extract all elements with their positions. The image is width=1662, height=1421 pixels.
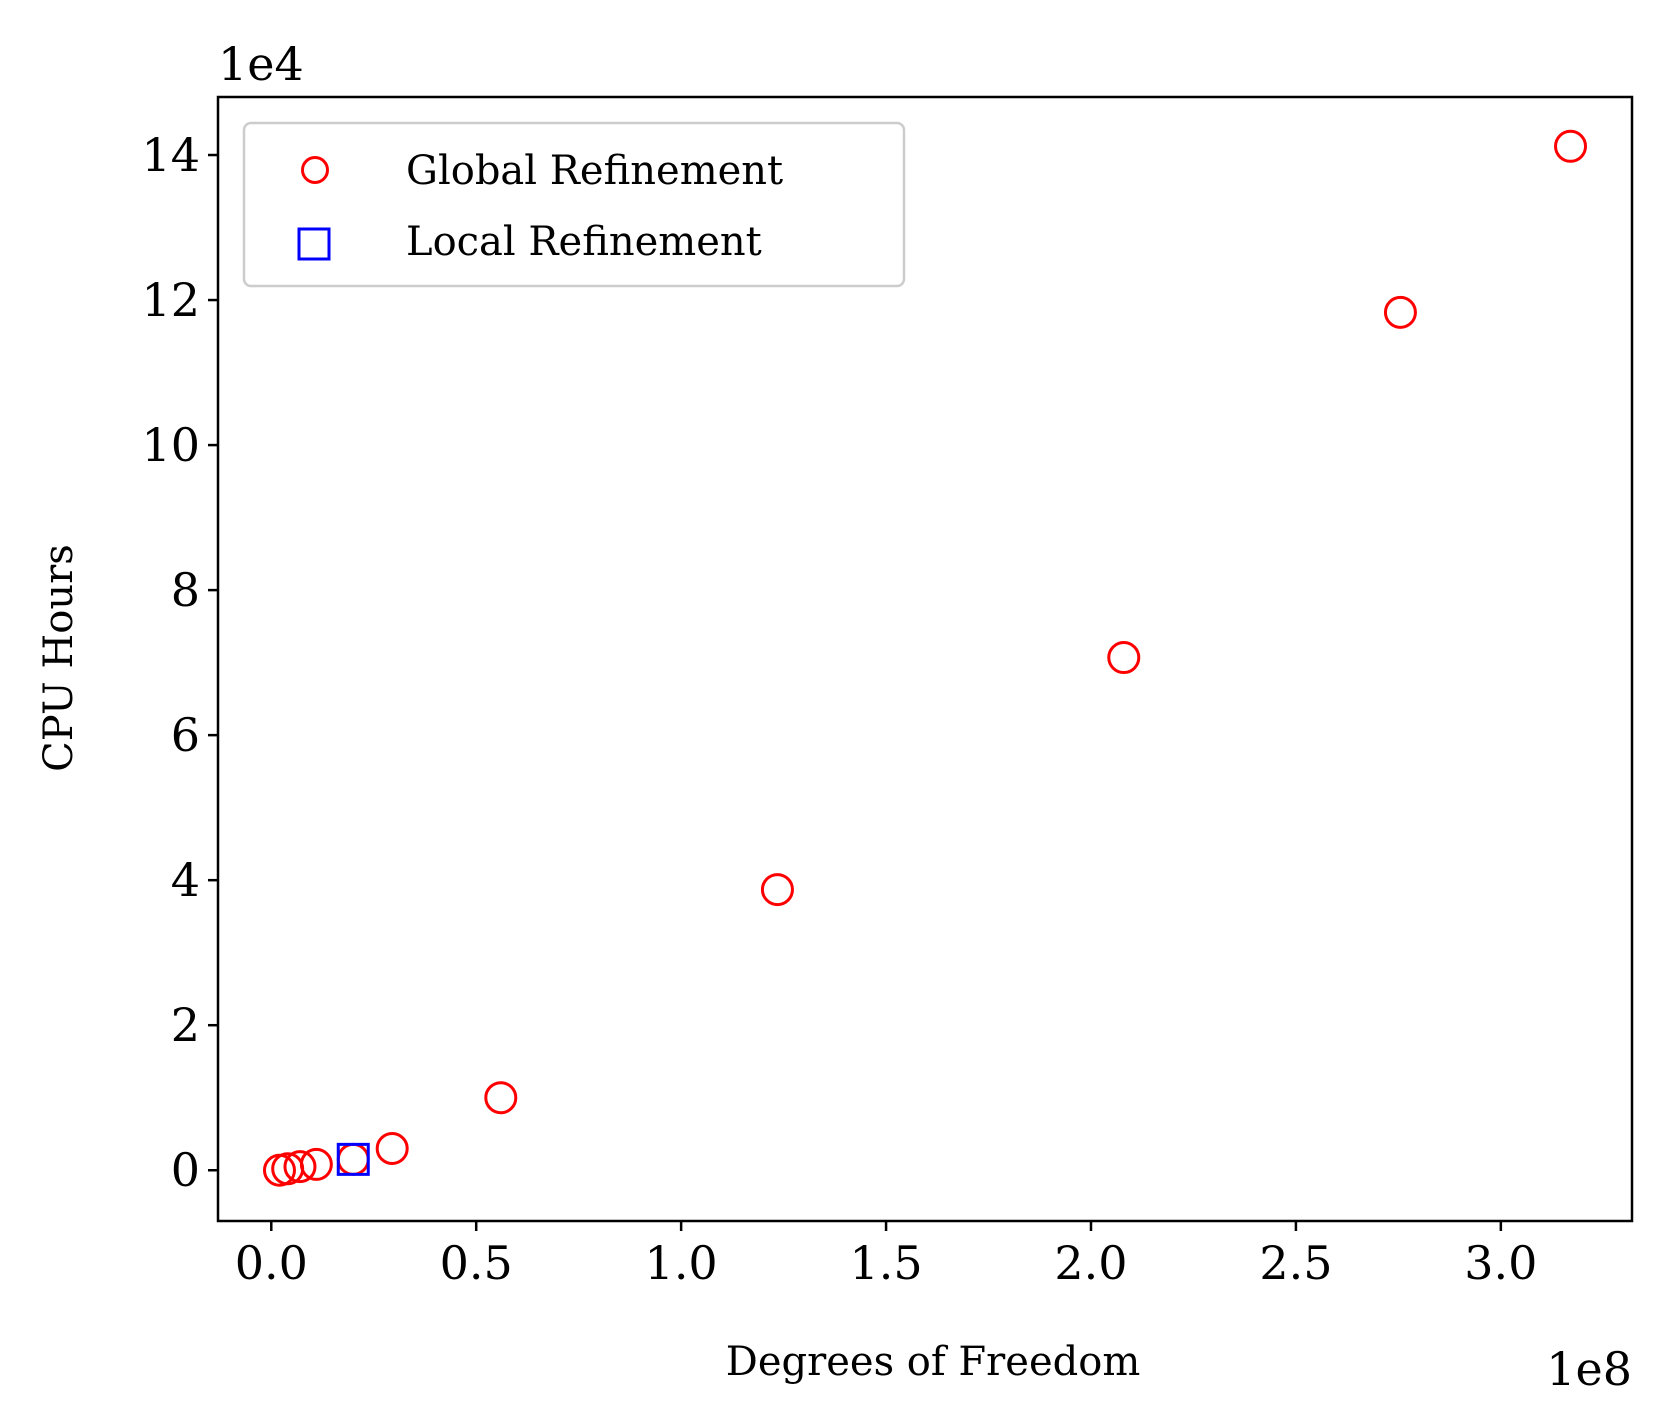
y-tick-label: 10 [141,418,200,472]
y-tick-label: 0 [171,1143,200,1197]
x-tick-label: 2.5 [1259,1236,1332,1290]
x-axis-label: Degrees of Freedom [726,1339,1141,1385]
point-global-refinement [336,1142,370,1176]
legend-marker-local-refinement [297,227,331,261]
point-global-refinement [1554,129,1588,163]
y-tick-label: 12 [141,273,200,327]
x-tick-label: 1.0 [645,1236,718,1290]
legend-label-global-refinement: Global Refinement [406,148,783,194]
plot-frame [216,95,1634,1223]
y-tick-label: 6 [171,708,200,762]
x-tick-label: 0.0 [235,1236,308,1290]
x-offset-label: 1e8 [1546,1342,1632,1396]
point-global-refinement [760,873,794,907]
legend-box [242,121,906,288]
point-global-refinement [283,1150,317,1184]
y-offset-label: 1e4 [218,37,304,91]
legend-marker-global-refinement [301,156,329,184]
legend-label-local-refinement: Local Refinement [406,219,762,265]
legend: Global Refinement Local Refinement [242,121,906,288]
y-tick-label: 8 [171,563,200,617]
y-tick-label: 14 [141,128,200,182]
axis-ticks: 0.0 0.5 1.0 1.5 2.0 2.5 3.0 0 2 4 6 8 10 12 14 [141,128,1537,1290]
data-points [262,129,1588,1187]
point-local-refinement [336,1142,370,1176]
x-tick-label: 3.0 [1464,1236,1537,1290]
x-tick-label: 0.5 [440,1236,513,1290]
y-axis-label: CPU Hours [36,544,82,772]
y-tick-label: 2 [171,998,200,1052]
y-tick-label: 4 [171,853,200,907]
point-global-refinement [299,1147,333,1181]
point-global-refinement [1383,295,1417,329]
point-global-refinement [375,1131,409,1165]
point-global-refinement [484,1081,518,1115]
x-tick-label: 2.0 [1054,1236,1127,1290]
point-global-refinement [1107,641,1141,675]
x-tick-label: 1.5 [849,1236,922,1290]
